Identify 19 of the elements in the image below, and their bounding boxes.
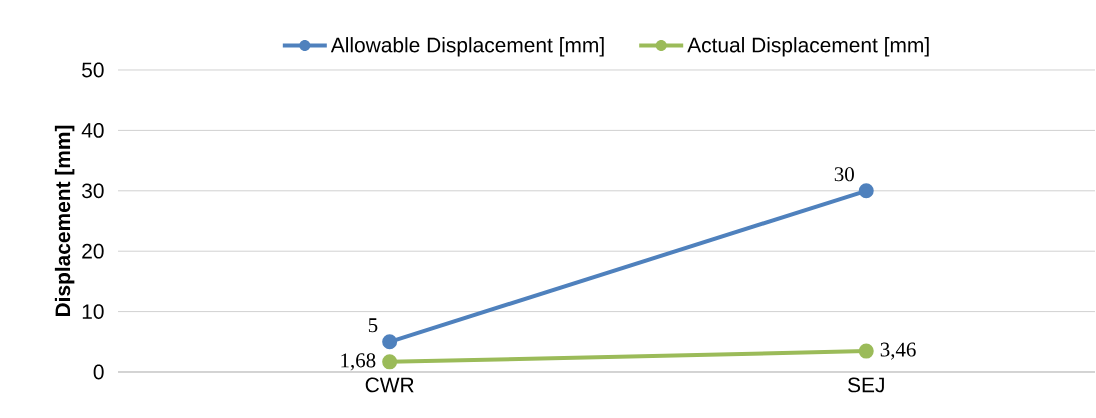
data-label: 30 bbox=[834, 167, 854, 182]
point bbox=[382, 354, 398, 370]
data-label: 1,68 bbox=[341, 353, 376, 371]
data-label: 3,46 bbox=[880, 342, 916, 360]
data-label: 5 bbox=[368, 318, 378, 333]
y-tick-label: 50 bbox=[82, 62, 104, 78]
y-tick-label: 0 bbox=[93, 364, 104, 380]
y-tick-label: 40 bbox=[81, 122, 104, 138]
y-axis-title: Displacement [mm] bbox=[54, 125, 75, 317]
x-tick-label: SEJ bbox=[848, 377, 884, 393]
y-tick-label: 10 bbox=[82, 304, 104, 320]
legend-label: Allowable Displacement [mm] bbox=[330, 37, 604, 57]
y-tick-label: 30 bbox=[82, 183, 104, 199]
x-tick-label: CWR bbox=[365, 377, 414, 393]
point bbox=[382, 334, 398, 350]
point bbox=[858, 343, 874, 359]
y-tick-label: 20 bbox=[82, 243, 104, 259]
point bbox=[858, 183, 874, 199]
legend-label: Actual Displacement [mm] bbox=[687, 37, 929, 57]
